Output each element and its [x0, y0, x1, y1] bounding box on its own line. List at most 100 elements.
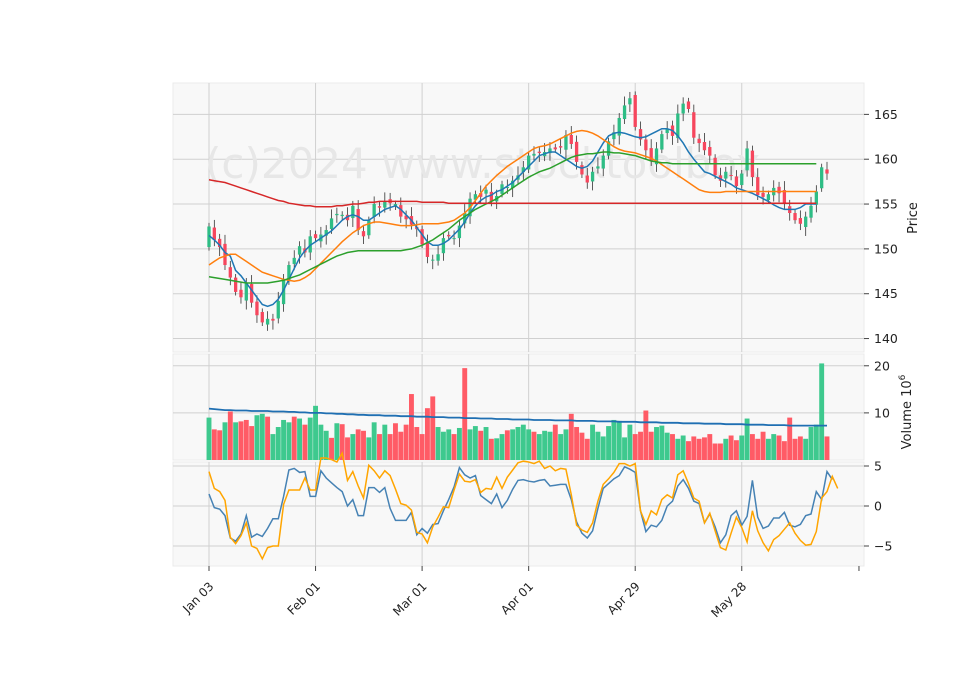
oscillator-panel — [172, 461, 865, 567]
volume-bar — [611, 419, 617, 460]
candle-body — [452, 238, 456, 240]
y-tick-label: 150 — [874, 241, 898, 256]
volume-bar — [558, 434, 564, 460]
candle-body — [537, 151, 541, 153]
candle-body — [617, 117, 621, 136]
volume-bar — [648, 431, 654, 460]
candle-body — [745, 148, 749, 171]
volume-bar — [638, 431, 643, 460]
volume-bar — [361, 430, 366, 460]
moving-average-line — [208, 179, 817, 208]
price-marks — [207, 91, 829, 331]
volume-bar — [462, 368, 468, 460]
candle-body — [431, 259, 435, 261]
candle-body — [377, 206, 382, 208]
volume-bar — [813, 424, 819, 460]
candle-body — [665, 128, 669, 134]
volume-marks — [206, 363, 830, 460]
volume-bar — [291, 416, 297, 460]
candle-body — [249, 284, 254, 303]
volume-bar — [488, 438, 494, 460]
moving-average-line — [208, 151, 817, 284]
volume-bar — [222, 422, 228, 460]
price-axis-label: Price — [906, 202, 921, 234]
candle-body — [809, 205, 813, 218]
candle-body — [281, 280, 286, 305]
candle-body — [740, 173, 744, 186]
candle-body — [612, 132, 616, 140]
volume-bar — [243, 419, 249, 460]
candle-body — [718, 175, 723, 181]
volume-bar — [819, 363, 825, 460]
candle-body — [574, 141, 579, 162]
volume-bar — [307, 417, 313, 460]
candle-body — [697, 138, 701, 144]
candle-body — [276, 300, 280, 319]
volume-bar — [808, 427, 814, 460]
volume-bar — [590, 424, 596, 460]
candle-body — [527, 155, 531, 170]
volume-bar — [227, 411, 233, 460]
volume-bar — [217, 430, 223, 460]
volume-bar — [281, 419, 287, 460]
y-tick-label: 165 — [874, 107, 898, 122]
grid-lines — [173, 83, 864, 566]
volume-bar — [270, 434, 276, 460]
moving-average-line — [208, 129, 817, 282]
volume-bar — [787, 417, 793, 460]
volume-bar — [717, 443, 723, 460]
x-tick-label: Apr 29 — [605, 579, 643, 617]
volume-bar — [659, 425, 665, 460]
volume-bar — [739, 435, 745, 460]
volume-bar — [297, 418, 303, 460]
candle-body — [686, 101, 691, 110]
candle-body — [548, 148, 552, 154]
volume-bar — [749, 434, 755, 460]
volume-bar — [616, 420, 622, 460]
candle-body — [441, 238, 446, 254]
candle-body — [463, 213, 467, 224]
candle-body — [329, 218, 334, 229]
volume-bar — [371, 422, 377, 460]
oscillator-marks — [208, 451, 839, 561]
candle-body — [622, 105, 627, 120]
candle-body — [729, 174, 733, 176]
candle-body — [558, 146, 563, 148]
oscillator-line — [208, 451, 839, 561]
volume-bar — [350, 434, 356, 460]
candle-body — [505, 187, 509, 189]
volume-bar — [238, 421, 244, 460]
candle-body — [239, 289, 243, 298]
candle-body — [660, 134, 664, 150]
candle-body — [585, 175, 589, 183]
candle-body — [564, 135, 568, 150]
volume-bar — [670, 434, 675, 460]
oscillator-line — [208, 465, 833, 545]
candle-body — [628, 98, 632, 105]
volume-bar — [435, 427, 441, 460]
volume-bar — [728, 435, 734, 460]
candle-body — [297, 246, 302, 255]
volume-bar — [408, 394, 414, 460]
volume-bar — [686, 441, 691, 460]
x-tick-label: May 28 — [708, 579, 749, 620]
volume-bar — [275, 427, 281, 460]
volume-bar — [536, 434, 542, 460]
volume-bar — [595, 431, 601, 460]
volume-bar — [366, 437, 372, 460]
candle-body — [479, 193, 483, 197]
candle-body — [473, 194, 478, 200]
volume-bar — [355, 429, 361, 460]
volume-bar — [313, 405, 319, 460]
volume-bar — [654, 427, 659, 460]
candle-body — [590, 171, 595, 182]
volume-bar — [265, 416, 271, 460]
volume-bar — [329, 437, 334, 460]
candle-body — [521, 167, 525, 173]
candle-body — [761, 192, 765, 197]
volume-bar — [723, 438, 729, 460]
candle-body — [766, 194, 771, 201]
volume-bar — [696, 438, 702, 460]
volume-bar — [765, 438, 771, 460]
volume-bar — [206, 417, 212, 460]
